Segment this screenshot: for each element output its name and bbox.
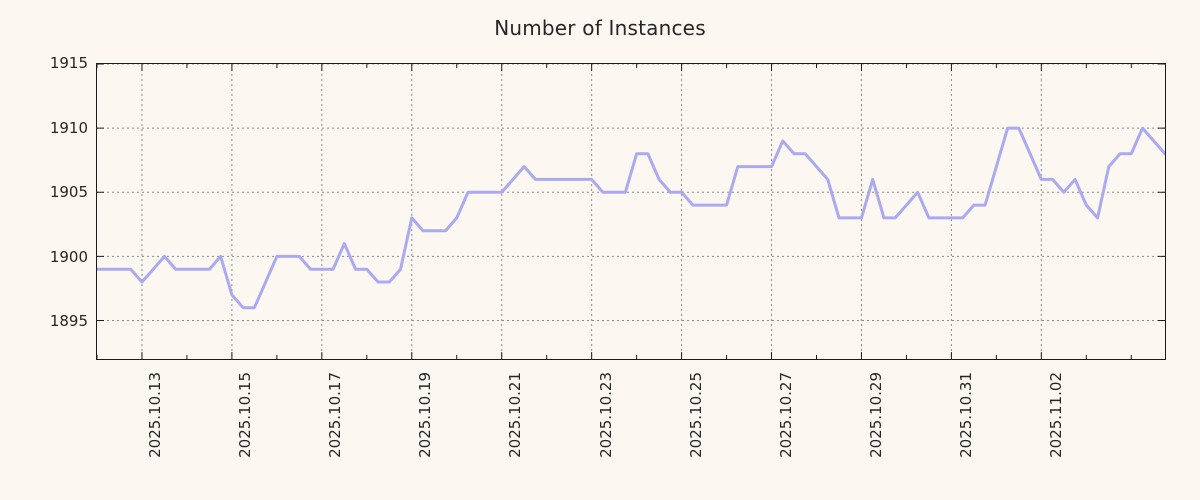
x-axis-tick-label: 2025.10.17: [326, 372, 345, 458]
y-axis-tick-label: 1910: [49, 118, 88, 137]
x-axis-tick-label: 2025.10.21: [506, 372, 525, 458]
x-axis-tick-label: 2025.10.25: [686, 372, 705, 458]
x-axis-tick-label: 2025.10.13: [146, 372, 165, 458]
x-axis-tick-label: 2025.10.27: [776, 372, 795, 458]
plot-svg: [97, 64, 1165, 359]
x-axis-tick-label: 2025.11.02: [1047, 372, 1066, 458]
x-axis-tick-labels: 2025.10.13 2025.10.15 2025.10.17 2025.10.19…: [96, 372, 1166, 497]
axis-ticks: [97, 64, 1165, 359]
x-axis-tick-label: 2025.10.15: [236, 372, 255, 458]
x-axis-tick-label: 2025.10.29: [866, 372, 885, 458]
y-axis-tick-label: 1895: [49, 312, 88, 331]
x-axis-tick-label: 2025.10.23: [596, 372, 615, 458]
y-axis-tick-label: 1900: [49, 247, 88, 266]
x-axis-tick-label: 2025.10.19: [416, 372, 435, 458]
y-axis-tick-label: 1915: [49, 54, 88, 72]
y-axis-tick-label: 1905: [49, 183, 88, 202]
y-axis-tick-labels: 1895 1900 1905 1910 1915: [18, 54, 88, 360]
x-axis-tick-label: 2025.10.31: [957, 372, 975, 458]
chart-title: Number of Instances: [494, 16, 706, 40]
plot-area: [96, 63, 1166, 360]
data-series-line: [97, 128, 1165, 308]
